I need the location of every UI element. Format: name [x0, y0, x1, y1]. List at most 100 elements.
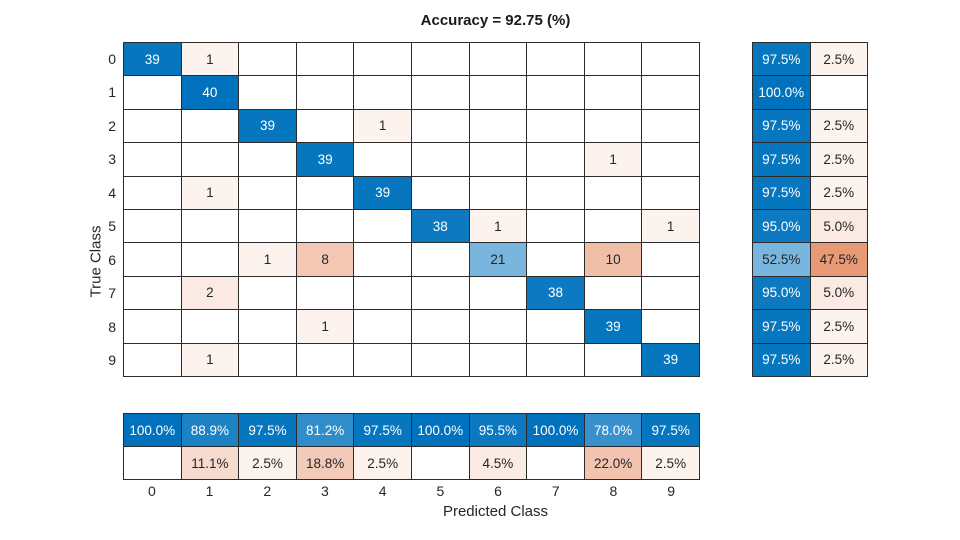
confusion-matrix-grid: 39 1 40 39 1 39 1 1 39 38 1 1 1 8 21 10 2 38 1 39 1 39 — [123, 42, 700, 377]
matrix-cell — [411, 343, 469, 376]
matrix-cell — [411, 76, 469, 109]
y-tick-label: 0 — [108, 50, 116, 67]
col-summary-cell — [527, 447, 584, 479]
matrix-cell — [354, 210, 411, 243]
matrix-cell — [124, 176, 181, 209]
matrix-cell — [411, 243, 469, 276]
col-summary-cell: 2.5% — [239, 447, 296, 479]
matrix-cell: 1 — [296, 310, 354, 343]
matrix-cell — [296, 43, 354, 76]
matrix-cell — [124, 210, 181, 243]
matrix-cell — [239, 343, 296, 376]
matrix-cell — [642, 43, 699, 76]
col-summary-cell: 97.5% — [354, 414, 411, 446]
matrix-cell — [642, 109, 699, 143]
y-tick-label: 6 — [108, 251, 116, 268]
col-summary-cell: 22.0% — [584, 447, 642, 479]
chart-title: Accuracy = 92.75 (%) — [420, 12, 571, 29]
matrix-cell: 1 — [181, 176, 239, 209]
col-summary-cell: 11.1% — [181, 447, 239, 479]
row-summary-cell: 52.5% — [753, 243, 810, 276]
matrix-cell — [527, 143, 584, 176]
y-tick-label: 8 — [108, 318, 116, 335]
matrix-cell — [354, 143, 411, 176]
matrix-cell — [527, 310, 584, 343]
col-summary-cell: 95.5% — [469, 414, 527, 446]
y-tick-label: 1 — [108, 84, 116, 101]
matrix-cell — [527, 243, 584, 276]
matrix-cell — [642, 76, 699, 109]
matrix-cell — [411, 176, 469, 209]
matrix-cell — [181, 243, 239, 276]
matrix-cell — [296, 176, 354, 209]
x-tick-label: 7 — [551, 483, 560, 499]
matrix-cell — [124, 310, 181, 343]
col-summary-cell: 97.5% — [239, 414, 296, 446]
matrix-cell — [296, 276, 354, 310]
matrix-cell — [584, 176, 642, 209]
col-summary-cell: 100.0% — [527, 414, 584, 446]
matrix-cell — [296, 76, 354, 109]
row-summary-cell: 2.5% — [810, 143, 867, 176]
matrix-cell — [584, 276, 642, 310]
matrix-cell: 1 — [354, 109, 411, 143]
col-summary-cell — [124, 447, 181, 479]
matrix-cell — [239, 176, 296, 209]
col-summary-cell: 97.5% — [642, 414, 699, 446]
matrix-cell — [527, 76, 584, 109]
matrix-cell: 39 — [642, 343, 699, 376]
matrix-cell: 10 — [584, 243, 642, 276]
row-summary-cell: 2.5% — [810, 343, 867, 376]
matrix-cell — [527, 176, 584, 209]
x-axis-label: Predicted Class — [442, 503, 549, 520]
x-tick-label: 5 — [436, 483, 445, 499]
col-summary-cell: 100.0% — [411, 414, 469, 446]
row-summary-cell: 2.5% — [810, 176, 867, 209]
col-summary-cell: 18.8% — [296, 447, 354, 479]
col-summary-cell: 78.0% — [584, 414, 642, 446]
matrix-cell — [469, 76, 527, 109]
matrix-cell: 39 — [584, 310, 642, 343]
matrix-cell — [642, 243, 699, 276]
matrix-cell: 1 — [181, 43, 239, 76]
row-summary-cell: 97.5% — [753, 109, 810, 143]
row-summary-cell: 97.5% — [753, 343, 810, 376]
matrix-cell: 1 — [584, 143, 642, 176]
matrix-cell — [411, 310, 469, 343]
matrix-cell: 1 — [181, 343, 239, 376]
matrix-cell — [296, 343, 354, 376]
matrix-cell — [469, 310, 527, 343]
y-axis-tick-labels: 0 1 2 3 4 5 6 7 8 9 — [78, 42, 116, 377]
row-summary-cell: 2.5% — [810, 310, 867, 343]
row-summary-cell: 100.0% — [753, 76, 810, 109]
matrix-cell: 1 — [469, 210, 527, 243]
matrix-cell — [527, 210, 584, 243]
matrix-cell — [354, 76, 411, 109]
x-axis-tick-labels: 0 1 2 3 4 5 6 7 8 9 — [123, 482, 700, 500]
col-summary-cell: 100.0% — [124, 414, 181, 446]
x-tick-label: 8 — [609, 483, 618, 499]
matrix-cell — [354, 310, 411, 343]
matrix-cell — [181, 109, 239, 143]
matrix-cell — [354, 276, 411, 310]
row-summary-grid: 97.5% 2.5% 100.0% 97.5% 2.5% 97.5% 2.5% 97.5% 2.… — [752, 42, 868, 377]
matrix-cell — [411, 276, 469, 310]
matrix-cell — [584, 109, 642, 143]
y-tick-label: 3 — [108, 151, 116, 168]
matrix-cell — [584, 343, 642, 376]
matrix-cell — [354, 243, 411, 276]
y-tick-label: 9 — [108, 352, 116, 369]
x-tick-label: 0 — [147, 483, 156, 499]
matrix-cell — [584, 43, 642, 76]
matrix-cell — [124, 343, 181, 376]
row-summary-cell: 97.5% — [753, 43, 810, 76]
matrix-cell — [411, 43, 469, 76]
row-summary-cell — [810, 76, 867, 109]
matrix-cell — [642, 276, 699, 310]
matrix-cell: 1 — [642, 210, 699, 243]
col-summary-cell: 4.5% — [469, 447, 527, 479]
matrix-cell: 39 — [296, 143, 354, 176]
matrix-cell — [527, 343, 584, 376]
matrix-cell: 40 — [181, 76, 239, 109]
column-summary-grid: 100.0% 88.9% 97.5% 81.2% 97.5% 100.0% 95.5% 100… — [123, 413, 700, 480]
